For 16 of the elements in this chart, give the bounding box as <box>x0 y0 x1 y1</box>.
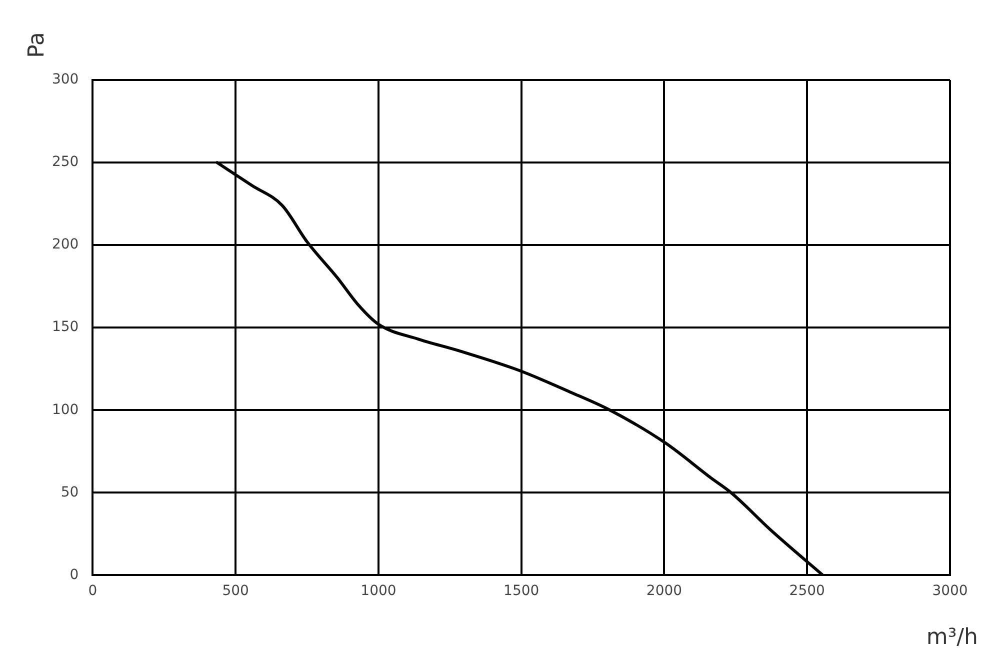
y-tick-label: 300 <box>52 72 79 88</box>
y-tick-label: 250 <box>52 154 79 170</box>
y-tick-label: 0 <box>70 566 79 583</box>
x-tick-label: 2500 <box>789 583 825 600</box>
y-axis-title: Pa <box>24 32 50 58</box>
y-tick-label: 100 <box>52 402 79 418</box>
x-axis-title: m³/h <box>926 624 978 650</box>
y-tick-label: 50 <box>60 484 79 500</box>
x-tick-label: 3000 <box>932 583 968 600</box>
y-tick-label: 200 <box>52 236 79 253</box>
x-tick-label: 2000 <box>646 583 682 600</box>
x-tick-label: 1000 <box>360 583 396 600</box>
y-tick-label: 150 <box>52 319 79 336</box>
x-tick-label: 1500 <box>504 583 540 600</box>
x-tick-label: 0 <box>88 583 98 600</box>
x-tick-label: 500 <box>222 583 249 600</box>
